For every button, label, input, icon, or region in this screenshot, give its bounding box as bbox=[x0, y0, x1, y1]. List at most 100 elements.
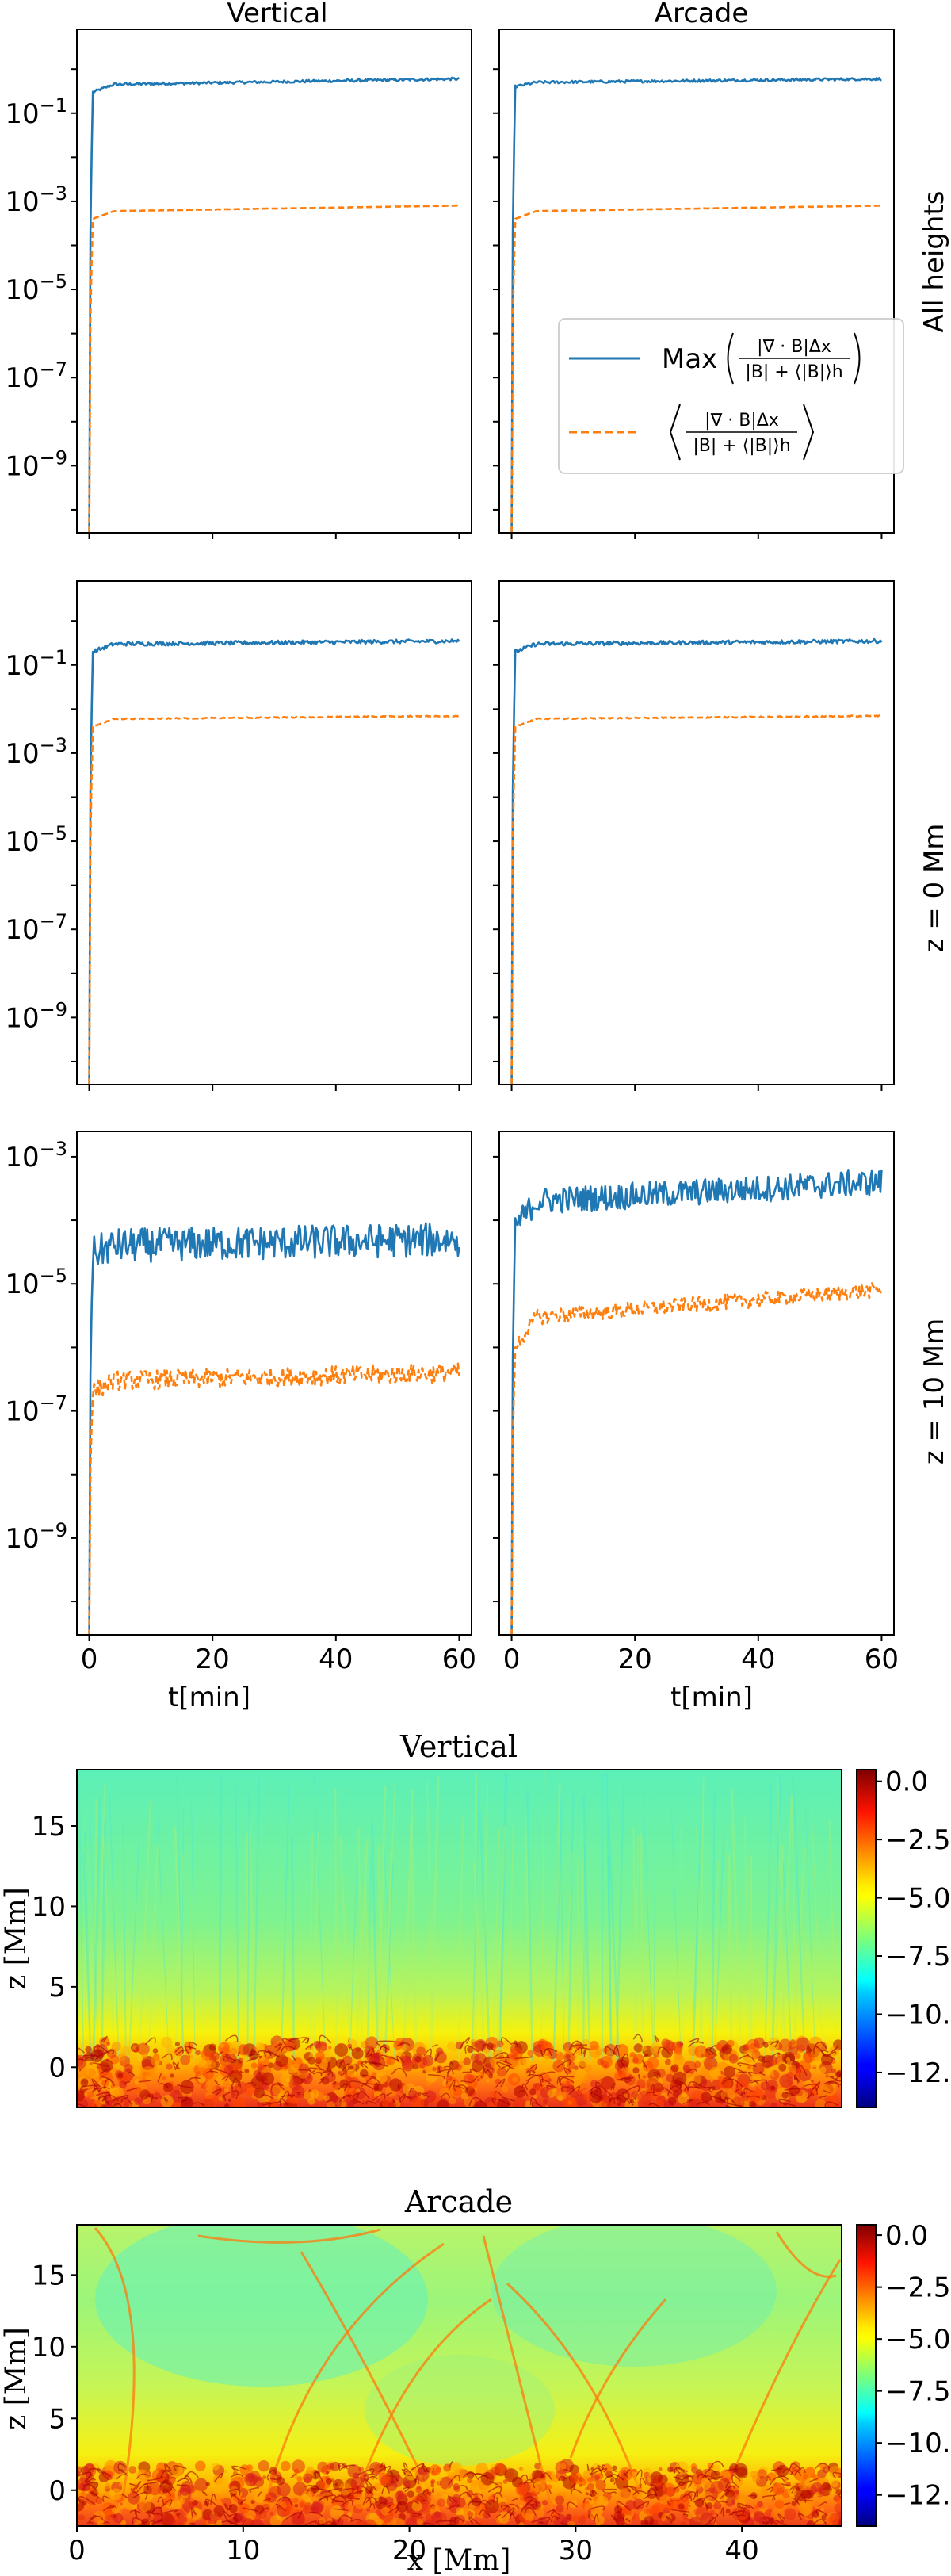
turbulence-cell bbox=[439, 2476, 453, 2490]
turbulence-filament bbox=[371, 2047, 375, 2057]
turbulence-filament bbox=[157, 2073, 162, 2083]
streak bbox=[777, 1778, 786, 2062]
turbulence-cell bbox=[796, 2037, 810, 2052]
turbulence-filament bbox=[230, 2084, 234, 2091]
turbulence-cell bbox=[315, 2051, 325, 2061]
streak bbox=[792, 1848, 806, 2062]
turbulence-filament bbox=[460, 2485, 468, 2490]
turbulence-filament bbox=[590, 2467, 603, 2476]
turbulence-cell bbox=[776, 2464, 789, 2478]
turbulence-cell bbox=[400, 2492, 407, 2499]
turbulence-filament bbox=[274, 2043, 283, 2052]
turbulence-cell bbox=[734, 2477, 743, 2486]
turbulence-filament bbox=[427, 2074, 445, 2080]
turbulence-filament bbox=[342, 2499, 353, 2506]
turbulence-cell bbox=[521, 2507, 535, 2520]
xtick-label: 30 bbox=[559, 2535, 593, 2566]
turbulence-cell bbox=[250, 2518, 264, 2526]
turbulence-filament bbox=[725, 2481, 740, 2489]
turbulence-filament bbox=[617, 2078, 632, 2082]
turbulence-filament bbox=[555, 2516, 561, 2520]
turbulence-filament bbox=[623, 2472, 629, 2479]
turbulence-filament bbox=[458, 2491, 473, 2502]
turbulence-filament bbox=[399, 2093, 407, 2102]
turbulence-filament bbox=[249, 2486, 259, 2490]
turbulence-filament bbox=[540, 2049, 544, 2057]
turbulence-filament bbox=[496, 2497, 499, 2505]
turbulence-filament bbox=[632, 2034, 644, 2042]
turbulence-cell bbox=[269, 2511, 274, 2516]
colorbar-arcade: 0.0 −2.5 −5.0 −7.5 −10.0 −12.5 bbox=[856, 2220, 951, 2527]
turbulence-filament bbox=[340, 2464, 356, 2470]
panel-vertical-z0: 10−1 10−3 10−5 10−7 10−9 bbox=[5, 580, 472, 1091]
turbulence-filament bbox=[121, 2494, 129, 2499]
turbulence-filament bbox=[491, 2097, 511, 2106]
legend-box bbox=[558, 318, 904, 474]
legend-paren-right bbox=[854, 332, 861, 385]
turbulence-filament bbox=[324, 2520, 337, 2526]
turbulence-cell bbox=[113, 2460, 127, 2475]
turbulence-filament bbox=[548, 2488, 552, 2494]
turbulence-filament bbox=[357, 2091, 370, 2099]
plot-area bbox=[77, 581, 472, 1085]
turbulence-filament bbox=[736, 2081, 743, 2088]
turbulence-filament bbox=[571, 2044, 588, 2048]
turbulence-cell bbox=[455, 2507, 464, 2516]
turbulence-filament bbox=[331, 2080, 337, 2086]
turbulence-filament bbox=[693, 2490, 698, 2501]
turbulence-filament bbox=[799, 2065, 808, 2076]
turbulence-cell bbox=[784, 2508, 796, 2520]
streak bbox=[78, 1786, 85, 2062]
streak bbox=[680, 1828, 684, 2062]
turbulence-filament bbox=[422, 2489, 429, 2494]
streak bbox=[246, 1790, 250, 2062]
turbulence-cell bbox=[328, 2046, 332, 2050]
streak bbox=[95, 1783, 105, 2062]
turbulence-cell bbox=[713, 2501, 722, 2510]
turbulence-filament bbox=[686, 2086, 700, 2088]
streak bbox=[804, 1810, 816, 2062]
turbulence-cell bbox=[342, 2055, 353, 2065]
turbulence-filament bbox=[702, 2086, 716, 2091]
turbulence-cell bbox=[411, 2501, 422, 2512]
turbulence-filament bbox=[279, 2098, 289, 2107]
turbulence-cell bbox=[819, 2066, 827, 2073]
turbulence-filament bbox=[258, 2050, 274, 2054]
turbulence-cell bbox=[86, 2091, 94, 2098]
panel-frame bbox=[498, 29, 895, 534]
streak bbox=[109, 1793, 120, 2062]
panel-frame bbox=[76, 1131, 472, 1636]
turbulence-cell bbox=[111, 2041, 121, 2052]
colorbar-tick-label: −7.5 bbox=[885, 2376, 951, 2408]
streak bbox=[457, 1816, 464, 2062]
turbulence-filament bbox=[613, 2046, 621, 2058]
turbulence-filament bbox=[806, 2092, 815, 2099]
turbulence-cell bbox=[304, 2501, 312, 2510]
turbulence-filament bbox=[478, 2475, 488, 2482]
turbulence-filament bbox=[187, 2076, 201, 2083]
turbulence-cell bbox=[563, 2097, 578, 2107]
turbulence-cell bbox=[292, 2498, 299, 2504]
turbulence-filament bbox=[157, 2496, 165, 2506]
colorbar-tick-label: −5.0 bbox=[885, 2324, 951, 2356]
streak bbox=[492, 1829, 500, 2062]
streak bbox=[339, 1837, 352, 2062]
streak bbox=[769, 1845, 781, 2062]
turbulence-filament bbox=[426, 2492, 432, 2497]
turbulence-filament bbox=[212, 2088, 222, 2096]
turbulence-cell bbox=[411, 2058, 417, 2065]
turbulence-filament bbox=[224, 2034, 239, 2043]
turbulence-cell bbox=[229, 2044, 240, 2055]
turbulence-cell bbox=[567, 2061, 575, 2069]
turbulence-cell bbox=[764, 2505, 769, 2509]
turbulence-cell bbox=[532, 2469, 544, 2482]
turbulence-filament bbox=[77, 2046, 86, 2054]
turbulence-filament bbox=[721, 2097, 737, 2106]
row-label-z10: z = 10 Mm bbox=[919, 1319, 950, 1464]
turbulence-filament bbox=[90, 2491, 100, 2498]
turbulence-filament bbox=[810, 2086, 819, 2096]
turbulence-cell bbox=[113, 2089, 121, 2097]
turbulence-filament bbox=[625, 2518, 631, 2523]
turbulence-cell bbox=[334, 2043, 349, 2057]
turbulence-cell bbox=[85, 2065, 99, 2079]
